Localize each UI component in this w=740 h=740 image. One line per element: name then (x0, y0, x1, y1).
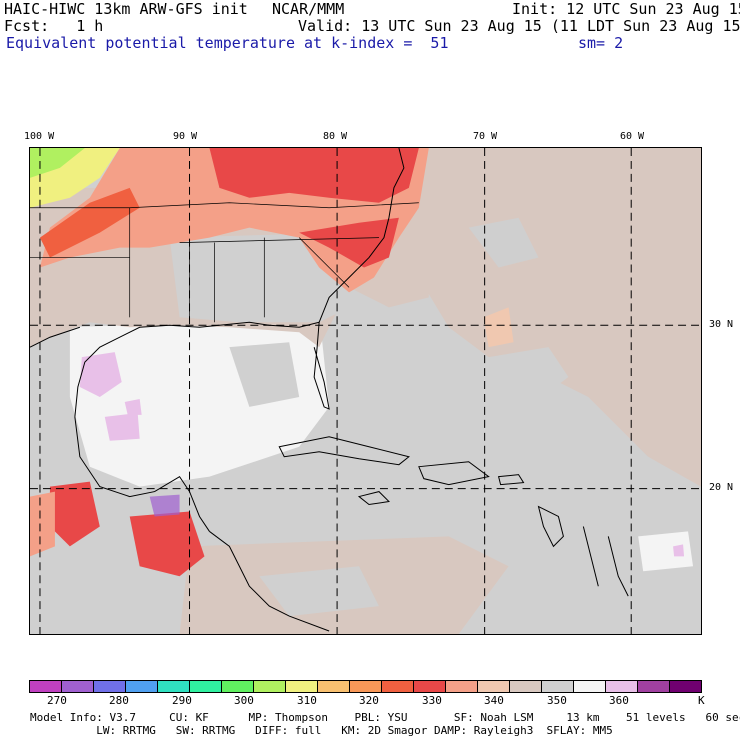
init-time: Init: 12 UTC Sun 23 Aug 15 (512, 0, 740, 18)
colorbar-swatch (670, 681, 701, 692)
lon-label-100w: 100 W (24, 131, 55, 142)
colorbar-tick-330: 330 (422, 694, 442, 707)
mexico-purple-spot (149, 494, 180, 517)
colorbar-swatch (382, 681, 414, 692)
model-title: HAIC-HIWC 13km ARW-GFS init (4, 0, 248, 18)
colorbar-swatch (222, 681, 254, 692)
colorbar-swatch (254, 681, 286, 692)
mexico-red-region-1 (49, 481, 100, 547)
lat-label-20n: 20 N (709, 482, 734, 493)
colorbar-tick-340: 340 (484, 694, 504, 707)
east-caribbean-light (638, 531, 694, 572)
lon-label-60w: 60 W (620, 131, 645, 142)
colorbar-swatch (190, 681, 222, 692)
gulf-purple-blob-2 (104, 412, 140, 441)
colorbar-tick-360: 360 (609, 694, 629, 707)
east-caribbean-purple (673, 544, 685, 557)
colorbar-swatch (158, 681, 190, 692)
colorbar-swatch (638, 681, 670, 692)
colorbar-swatch (62, 681, 94, 692)
warm-orange-band-west (39, 187, 140, 258)
colorbar-tick-320: 320 (359, 694, 379, 707)
colorbar-swatch (510, 681, 542, 692)
nw-green-region (30, 148, 85, 178)
org-label: NCAR/MMM (272, 0, 345, 18)
model-info-line1: Model Info: V3.7 CU: KF MP: Thompson PBL… (30, 711, 740, 724)
colorbar-swatch (478, 681, 510, 692)
theta-e-map (29, 147, 702, 635)
graticule (30, 148, 701, 634)
colorbar-tick-350: 350 (547, 694, 567, 707)
colorbar-swatch (30, 681, 62, 692)
warm-red-band-carolinas (299, 217, 399, 268)
forecast-hour: Fcst: 1 h (4, 17, 104, 35)
colorbar-tick-270: 270 (47, 694, 67, 707)
colorbar-tick-280: 280 (109, 694, 129, 707)
colorbar-tick-290: 290 (172, 694, 192, 707)
colorbar-swatch (574, 681, 606, 692)
lon-label-70w: 70 W (473, 131, 498, 142)
colorbar-swatch (94, 681, 126, 692)
colorbar-swatch (542, 681, 574, 692)
colorbar-swatch (286, 681, 318, 692)
warm-red-band-north (209, 148, 419, 203)
colorbar-unit: K (698, 694, 705, 707)
colorbar-swatch (414, 681, 446, 692)
colorbar-swatch (126, 681, 158, 692)
lat-label-30n: 30 N (709, 319, 734, 330)
valid-time: Valid: 13 UTC Sun 23 Aug 15 (11 LDT Sun … (298, 17, 740, 35)
gulf-gray-patch (229, 342, 300, 407)
colorbar-swatch (350, 681, 382, 692)
mexico-red-region-2 (129, 511, 205, 577)
level-label: at k-index = 51 (304, 34, 449, 52)
gulf-purple-blob-3 (124, 398, 142, 415)
atlantic-peach-spot (483, 307, 514, 348)
colorbar-swatch (606, 681, 638, 692)
mexico-salmon-region (30, 491, 55, 557)
caribbean-gray-patch (259, 566, 379, 617)
atlantic-gray-patch-2 (468, 217, 539, 268)
colorbar-swatch (446, 681, 478, 692)
colorbar-tick-300: 300 (234, 694, 254, 707)
smoothing-label: sm= 2 (578, 34, 624, 52)
model-info-line2: LW: RRTMG SW: RRTMG DIFF: full KM: 2D Sm… (30, 724, 613, 737)
colorbar-tick-310: 310 (297, 694, 317, 707)
lon-label-90w: 90 W (173, 131, 198, 142)
field-name: Equivalent potential temperature (6, 34, 295, 52)
lon-label-80w: 80 W (323, 131, 348, 142)
colorbar-swatch (318, 681, 350, 692)
gulf-purple-blob-1 (79, 352, 122, 397)
colorbar (29, 680, 702, 693)
coastlines (30, 148, 629, 632)
